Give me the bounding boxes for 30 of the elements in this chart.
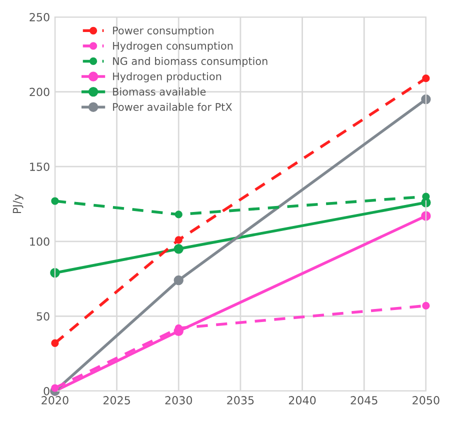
y-axis-title: PJ/y bbox=[12, 194, 24, 214]
legend-label: Power consumption bbox=[113, 26, 214, 36]
point bbox=[422, 74, 430, 82]
point bbox=[174, 210, 182, 218]
x-tick-label: 2020 bbox=[42, 396, 68, 404]
point bbox=[51, 197, 59, 205]
y-tick-label: 200 bbox=[30, 88, 50, 96]
y-tick-label: 250 bbox=[30, 12, 50, 22]
x-tick-label: 2050 bbox=[412, 396, 440, 404]
x-tick-label: 2025 bbox=[103, 396, 130, 404]
point bbox=[174, 244, 184, 254]
legend-label: NG and biomass consumption bbox=[113, 56, 268, 68]
y-tick-label: 0 bbox=[44, 386, 50, 396]
legend-label: Power available for PtX bbox=[113, 102, 232, 111]
y-tick-label: 50 bbox=[36, 312, 50, 321]
x-tick-label: 2045 bbox=[350, 396, 378, 404]
legend-label: Hydrogen consumption bbox=[113, 42, 233, 52]
x-tick-label: 2040 bbox=[288, 396, 316, 404]
point bbox=[51, 339, 59, 347]
point bbox=[422, 192, 430, 200]
point bbox=[174, 236, 182, 244]
point bbox=[174, 275, 184, 286]
legend-label: Hydrogen production bbox=[113, 72, 222, 82]
point bbox=[422, 302, 430, 310]
x-tick-label: 2035 bbox=[227, 396, 254, 404]
x-tick-label: 2030 bbox=[165, 396, 192, 404]
legend-label: Biomass available bbox=[113, 88, 206, 96]
y-tick-label: 150 bbox=[30, 162, 50, 171]
y-tick-label: 100 bbox=[30, 237, 50, 246]
point bbox=[51, 384, 59, 392]
